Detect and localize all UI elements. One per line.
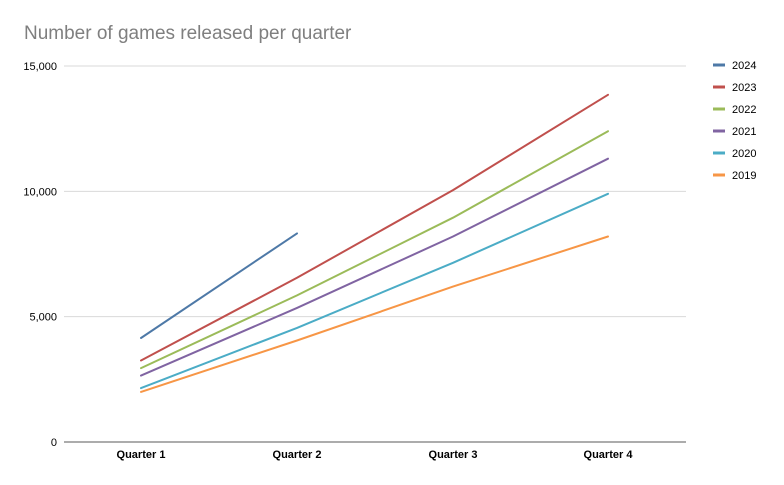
legend: 2024 2023 2022 2021 2020 2019 xyxy=(713,60,756,182)
series-lines xyxy=(140,93,609,393)
y-axis-tick-labels: 0 5,000 10,000 15,000 xyxy=(23,61,57,449)
legend-label: 2019 xyxy=(732,170,756,182)
y-tick-label: 5,000 xyxy=(29,312,57,324)
legend-label: 2023 xyxy=(732,82,756,94)
series-line-2023 xyxy=(140,93,609,362)
legend-label: 2024 xyxy=(732,60,756,72)
series-line-2024 xyxy=(140,232,298,339)
series-line-2022 xyxy=(140,130,609,370)
gridlines xyxy=(64,65,686,318)
y-tick-label: 0 xyxy=(51,437,57,449)
legend-label: 2021 xyxy=(732,126,756,138)
series-line-2020 xyxy=(140,192,609,390)
legend-label: 2022 xyxy=(732,104,756,116)
x-tick-label: Quarter 4 xyxy=(584,449,634,461)
series-line-2019 xyxy=(140,235,609,393)
y-tick-label: 15,000 xyxy=(23,61,57,73)
x-axis-tick-labels: Quarter 1 Quarter 2 Quarter 3 Quarter 4 xyxy=(117,449,634,461)
chart-title: Number of games released per quarter xyxy=(24,23,352,44)
x-tick-label: Quarter 3 xyxy=(429,449,478,461)
x-tick-label: Quarter 2 xyxy=(273,449,322,461)
x-tick-label: Quarter 1 xyxy=(117,449,166,461)
legend-label: 2020 xyxy=(732,148,756,160)
y-tick-label: 10,000 xyxy=(23,186,57,198)
series-line-2021 xyxy=(140,157,609,377)
